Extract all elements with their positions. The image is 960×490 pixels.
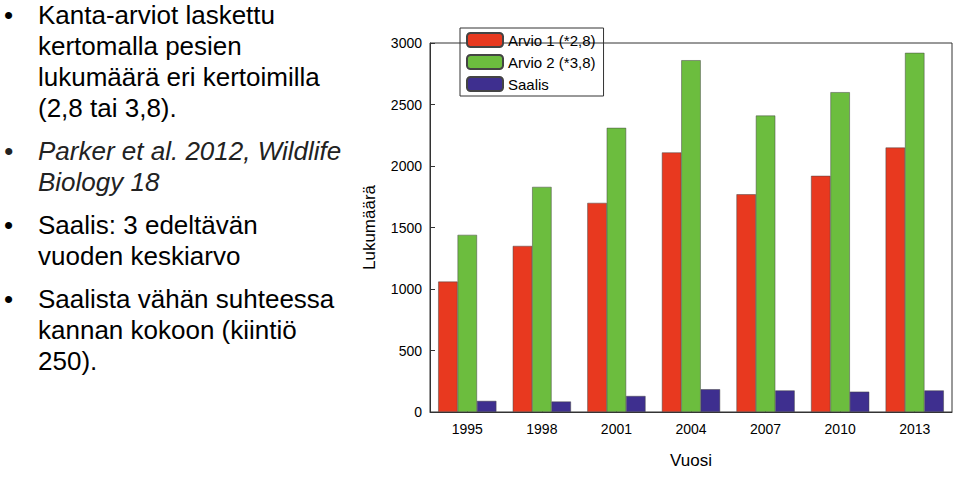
- svg-text:2500: 2500: [391, 97, 422, 113]
- svg-text:Vuosi: Vuosi: [670, 451, 712, 470]
- svg-text:Arvio 2 (*3,8): Arvio 2 (*3,8): [508, 54, 596, 71]
- svg-text:1000: 1000: [391, 281, 422, 297]
- html-text:Saalista vähän suhteessa kanna: Saalista vähän suhteessa kannan kokoon (…: [38, 284, 335, 376]
- svg-text:1998: 1998: [526, 421, 557, 437]
- html-text:Parker et al. 2012, Wildlife B: Parker et al. 2012, Wildlife Biology 18: [38, 136, 342, 197]
- html-text:Saalis: 3 edeltävän vuoden kes: Saalis: 3 edeltävän vuoden keskiarvo: [38, 210, 258, 271]
- svg-text:2013: 2013: [899, 421, 930, 437]
- svg-text:1995: 1995: [452, 421, 483, 437]
- svg-text:Saalis: Saalis: [508, 76, 549, 93]
- svg-text:2001: 2001: [601, 421, 632, 437]
- svg-text:3000: 3000: [391, 35, 422, 51]
- html-text:Kanta-arviot laskettu kertomal: Kanta-arviot laskettu kertomalla pesien …: [38, 0, 320, 123]
- svg-text:2000: 2000: [391, 158, 422, 174]
- svg-text:2007: 2007: [750, 421, 781, 437]
- svg-text:Lukumäärä: Lukumäärä: [360, 184, 379, 270]
- svg-text:1500: 1500: [391, 220, 422, 236]
- svg-text:0: 0: [414, 404, 422, 420]
- svg-text:Arvio 1 (*2,8): Arvio 1 (*2,8): [508, 32, 596, 49]
- svg-text:2004: 2004: [675, 421, 706, 437]
- svg-text:2010: 2010: [825, 421, 856, 437]
- svg-text:500: 500: [399, 343, 423, 359]
